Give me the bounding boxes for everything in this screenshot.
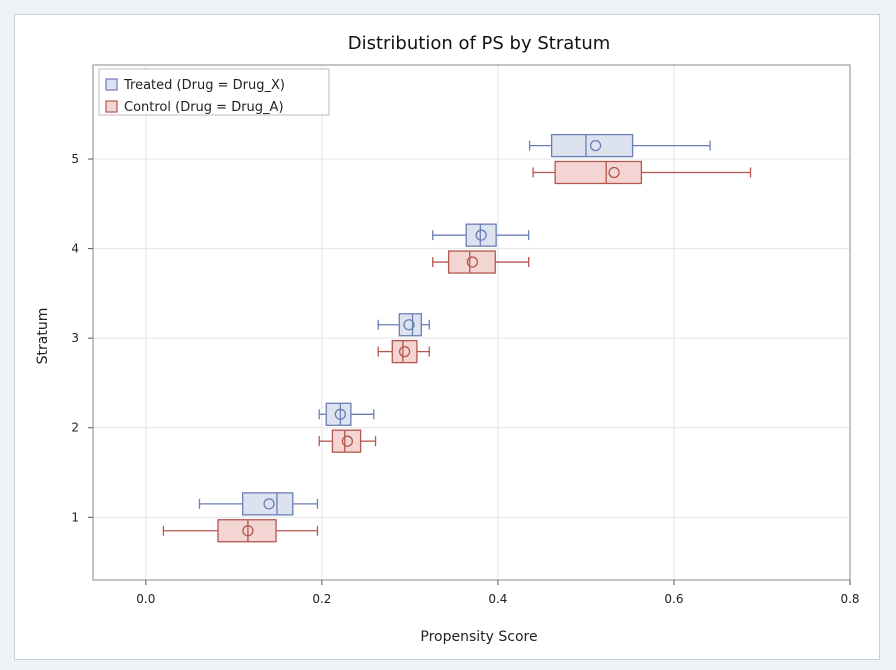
box-series — [162, 133, 752, 543]
mean-marker — [398, 345, 411, 358]
mean-marker — [341, 435, 354, 447]
chart-frame: Distribution of PS by Stratum Propensity… — [14, 14, 880, 660]
box-stratum-5 — [528, 133, 711, 158]
x-tick-label: 0.2 — [312, 592, 331, 606]
x-tick-label: 0.6 — [664, 592, 683, 606]
chart-title: Distribution of PS by Stratum — [348, 33, 611, 54]
legend: Treated (Drug = Drug_X) Control (Drug = D… — [98, 68, 330, 116]
grid-lines — [93, 65, 851, 580]
x-tick-label: 0.0 — [136, 592, 155, 606]
iqr-box — [550, 133, 634, 158]
iqr-box — [241, 492, 294, 516]
box-stratum-3 — [377, 313, 430, 337]
legend-swatch — [105, 78, 118, 91]
iqr-box — [554, 160, 643, 185]
legend-box — [98, 68, 330, 116]
box-stratum-1 — [198, 492, 319, 516]
iqr-box — [331, 429, 362, 453]
x-tick-label: 0.4 — [488, 592, 507, 606]
iqr-box — [465, 223, 497, 247]
y-tick-label: 4 — [71, 242, 79, 256]
legend-item-treated: Treated (Drug = Drug_X) — [105, 78, 285, 93]
legend-label: Control (Drug = Drug_A) — [124, 100, 284, 115]
legend-item-control: Control (Drug = Drug_A) — [105, 100, 284, 115]
box-stratum-2 — [318, 429, 377, 453]
plot-area — [92, 64, 851, 581]
box-stratum-1 — [162, 519, 319, 543]
x-axis-label: Propensity Score — [420, 629, 537, 645]
mean-marker — [475, 229, 487, 241]
mean-marker — [608, 166, 620, 179]
legend-swatch — [105, 100, 118, 113]
y-tick-label: 2 — [71, 421, 79, 435]
y-tick-label: 5 — [71, 152, 79, 166]
box-stratum-4 — [432, 250, 530, 274]
legend-label: Treated (Drug = Drug_X) — [123, 78, 285, 93]
mean-marker — [263, 498, 275, 510]
x-tick-label: 0.8 — [840, 592, 859, 606]
series-control — [162, 160, 752, 543]
y-axis-label: Stratum — [35, 308, 51, 365]
mean-marker — [466, 256, 479, 268]
mean-marker — [589, 139, 602, 152]
series-treated — [198, 133, 711, 516]
iqr-box — [217, 519, 277, 543]
mean-marker — [242, 525, 254, 537]
axis-ticks: 0.0 0.2 0.4 0.6 0.8 1 2 3 4 5 — [71, 152, 859, 606]
boxplot-chart: Distribution of PS by Stratum Propensity… — [35, 33, 860, 645]
box-stratum-4 — [432, 223, 530, 247]
y-tick-label: 3 — [71, 331, 79, 345]
iqr-box — [447, 250, 496, 274]
box-stratum-5 — [532, 160, 752, 185]
iqr-box — [325, 402, 352, 426]
iqr-box — [391, 339, 418, 364]
box-stratum-2 — [318, 402, 375, 426]
iqr-box — [398, 313, 422, 337]
mean-marker — [334, 408, 346, 420]
box-stratum-3 — [377, 339, 430, 364]
y-tick-label: 1 — [71, 510, 79, 524]
mean-marker — [403, 319, 415, 331]
